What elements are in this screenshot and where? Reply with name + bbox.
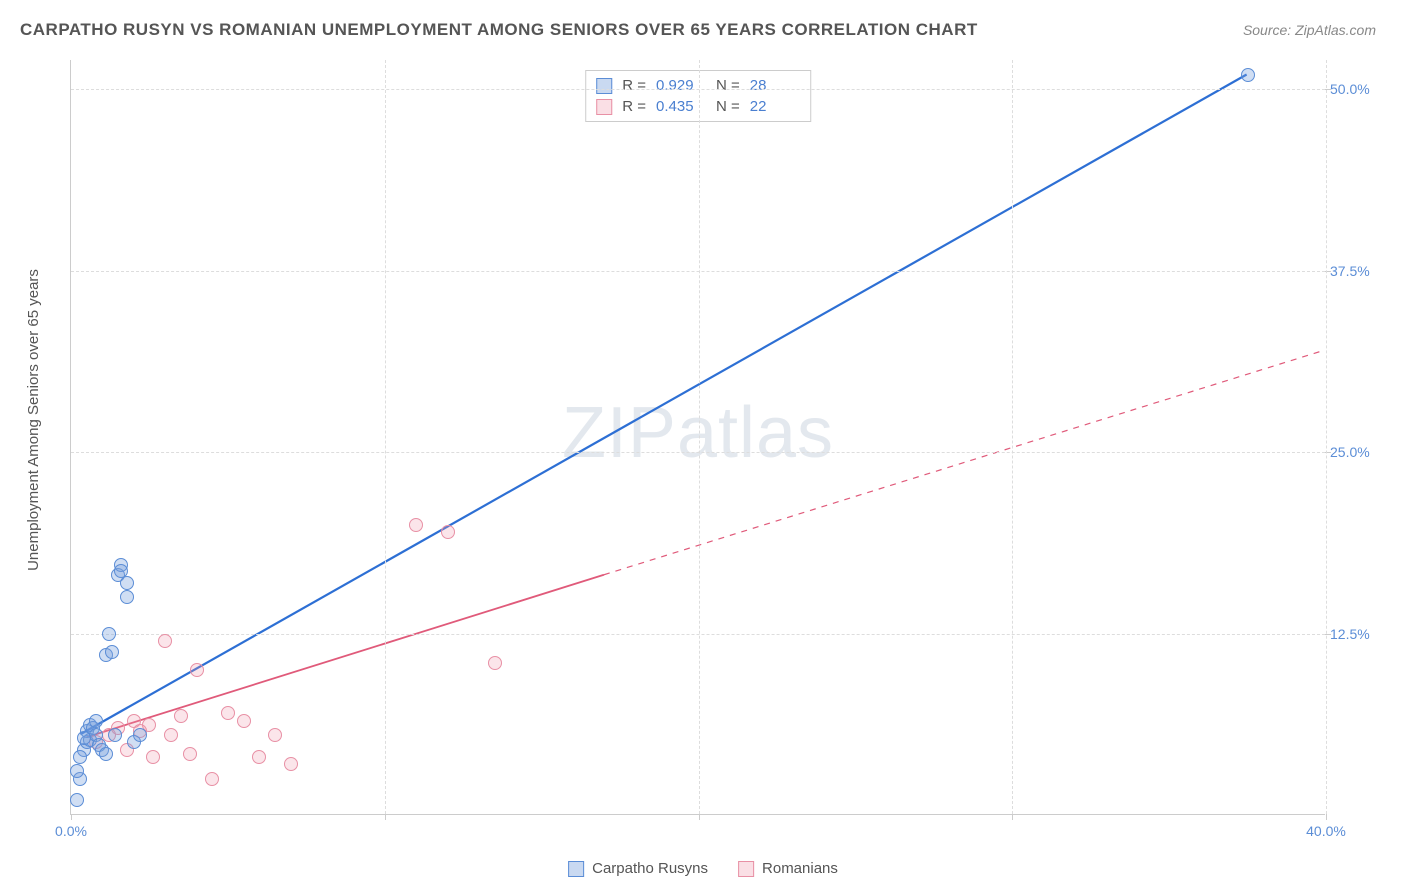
data-point xyxy=(70,764,84,778)
data-point xyxy=(237,714,251,728)
swatch-blue-icon xyxy=(568,861,584,877)
n-label: N = xyxy=(716,98,740,115)
gridline-v xyxy=(385,60,386,814)
n-label: N = xyxy=(716,77,740,94)
bottom-legend: Carpatho Rusyns Romanians xyxy=(568,860,838,877)
gridline-v xyxy=(1012,60,1013,814)
ytick-label: 50.0% xyxy=(1330,81,1385,97)
data-point xyxy=(252,750,266,764)
chart-title: CARPATHO RUSYN VS ROMANIAN UNEMPLOYMENT … xyxy=(20,20,978,40)
data-point xyxy=(174,709,188,723)
data-point xyxy=(205,772,219,786)
data-point xyxy=(108,728,122,742)
ytick-label: 25.0% xyxy=(1330,444,1385,460)
n-value-blue: 28 xyxy=(750,77,800,94)
data-point xyxy=(183,747,197,761)
data-point xyxy=(70,793,84,807)
data-point xyxy=(120,576,134,590)
data-point xyxy=(190,663,204,677)
legend-label-pink: Romanians xyxy=(762,860,838,877)
data-point xyxy=(488,656,502,670)
data-point xyxy=(158,634,172,648)
data-point xyxy=(221,706,235,720)
data-point xyxy=(105,645,119,659)
data-point xyxy=(73,750,87,764)
data-point xyxy=(120,590,134,604)
r-label: R = xyxy=(622,98,646,115)
data-point xyxy=(1241,68,1255,82)
data-point xyxy=(441,525,455,539)
data-point xyxy=(164,728,178,742)
y-axis-label: Unemployment Among Seniors over 65 years xyxy=(25,269,42,571)
legend-label-blue: Carpatho Rusyns xyxy=(592,860,708,877)
data-point xyxy=(102,627,116,641)
ytick-label: 12.5% xyxy=(1330,626,1385,642)
swatch-pink-icon xyxy=(738,861,754,877)
legend-item-blue: Carpatho Rusyns xyxy=(568,860,708,877)
gridline-v xyxy=(699,60,700,814)
data-point xyxy=(284,757,298,771)
gridline-v xyxy=(1326,60,1327,814)
data-point xyxy=(409,518,423,532)
plot-region: ZIPatlas R = 0.929 N = 28 R = 0.435 N = … xyxy=(70,60,1325,815)
data-point xyxy=(146,750,160,764)
n-value-pink: 22 xyxy=(750,98,800,115)
data-point xyxy=(99,747,113,761)
xtick-label: 40.0% xyxy=(1306,823,1346,839)
data-point xyxy=(77,731,91,745)
data-point xyxy=(133,728,147,742)
swatch-pink-icon xyxy=(596,99,612,115)
xtick-label: 0.0% xyxy=(55,823,87,839)
chart-area: ZIPatlas R = 0.929 N = 28 R = 0.435 N = … xyxy=(50,55,1340,825)
r-label: R = xyxy=(622,77,646,94)
ytick-label: 37.5% xyxy=(1330,263,1385,279)
source-attribution: Source: ZipAtlas.com xyxy=(1243,22,1376,38)
data-point xyxy=(89,714,103,728)
data-point xyxy=(268,728,282,742)
swatch-blue-icon xyxy=(596,78,612,94)
legend-item-pink: Romanians xyxy=(738,860,838,877)
